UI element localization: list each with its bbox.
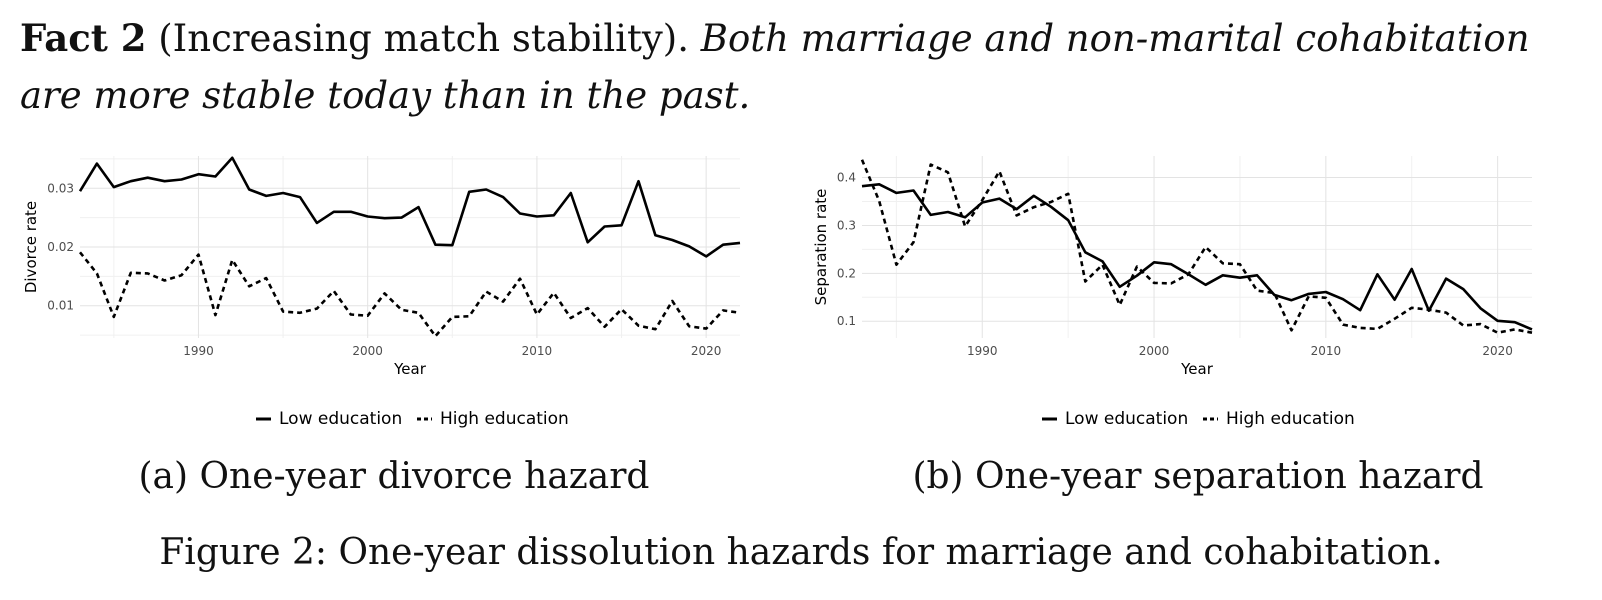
- separation-xtick-label: 2020: [1482, 344, 1513, 358]
- divorce-hazard-panel: 1990 2000 2010 2020 0.01 0.02 0.03 Year Divorce …: [14, 148, 774, 448]
- separation-hazard-chart: 1990 2000 2010 2020 0.1 0.2 0.3 0.4 Year Separati…: [812, 156, 1533, 429]
- separation-legend-label: Low education: [1065, 409, 1188, 429]
- divorce-yaxis-title: Divorce rate: [22, 201, 40, 293]
- separation-xtick-label: 2010: [1311, 344, 1342, 358]
- subcaption-separation: (b) One-year separation hazard: [912, 456, 1484, 497]
- fact-title: (Increasing match stability).: [158, 17, 689, 60]
- divorce-legend-label: Low education: [279, 409, 402, 429]
- separation-series-line-high-education: [860, 159, 1533, 334]
- divorce-xtick-label: 2000: [352, 344, 383, 358]
- divorce-series-line-low-education: [78, 156, 741, 258]
- divorce-grid: [80, 156, 740, 338]
- divorce-xtick-label: 2010: [522, 344, 553, 358]
- divorce-series-line-high-education: [78, 251, 741, 338]
- divorce-ytick-label: 0.03: [47, 181, 74, 195]
- fact-label: Fact 2: [20, 16, 147, 60]
- separation-legend: Low education High education: [1042, 409, 1355, 429]
- subcaption-divorce: (a) One-year divorce hazard: [138, 456, 650, 497]
- divorce-ytick-label: 0.01: [47, 299, 74, 313]
- divorce-xtick-label: 2020: [691, 344, 722, 358]
- fact-body: Both marriage and non-marital cohabitati…: [20, 17, 1530, 117]
- separation-ytick-label: 0.3: [837, 218, 856, 232]
- divorce-ytick-label: 0.02: [47, 240, 74, 254]
- separation-xaxis-title: Year: [1180, 360, 1214, 378]
- fact-statement: Fact 2 (Increasing match stability). Bot…: [20, 10, 1590, 124]
- separation-yaxis-title: Separation rate: [812, 189, 830, 306]
- divorce-xtick-label: 1990: [183, 344, 214, 358]
- divorce-legend-label: High education: [440, 409, 569, 429]
- separation-xtick-label: 2000: [1139, 344, 1170, 358]
- divorce-xaxis-title: Year: [393, 360, 427, 378]
- figure-caption: Figure 2: One-year dissolution hazards f…: [159, 532, 1443, 573]
- divorce-hazard-chart: 1990 2000 2010 2020 0.01 0.02 0.03 Year Divorce …: [22, 156, 741, 429]
- separation-xtick-label: 1990: [967, 344, 998, 358]
- separation-ytick-label: 0.2: [837, 266, 856, 280]
- separation-ytick-label: 0.4: [837, 171, 856, 185]
- separation-hazard-panel: 1990 2000 2010 2020 0.1 0.2 0.3 0.4 Year Separati…: [808, 148, 1588, 448]
- divorce-legend: Low education High education: [256, 409, 569, 429]
- separation-legend-label: High education: [1226, 409, 1355, 429]
- separation-series-line-low-education: [861, 182, 1533, 331]
- separation-grid: [862, 156, 1532, 338]
- separation-ytick-label: 0.1: [837, 314, 856, 328]
